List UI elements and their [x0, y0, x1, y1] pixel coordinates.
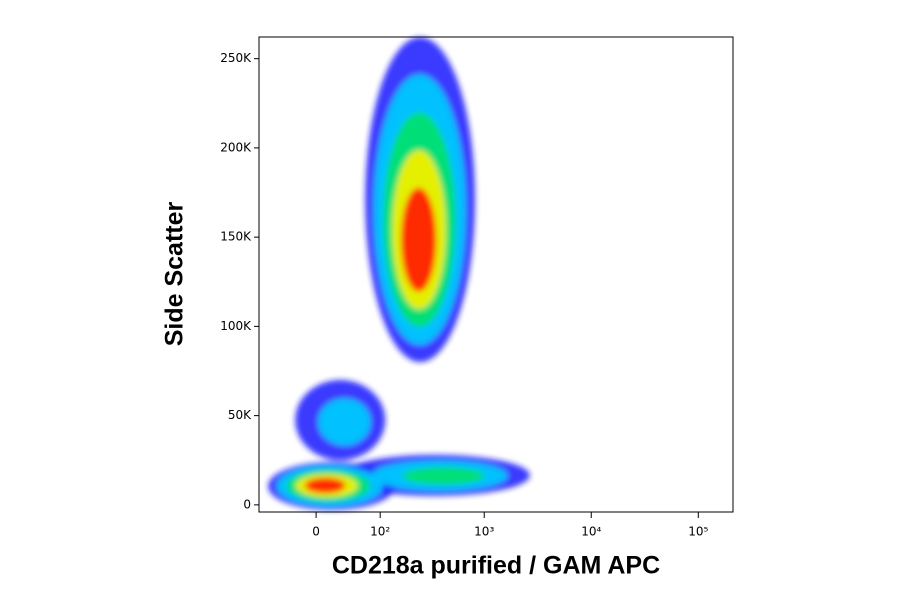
density-level [402, 467, 485, 485]
x-tick-label: 10³ [474, 525, 494, 539]
x-tick-label: 10⁵ [688, 525, 708, 539]
x-axis-title: CD218a purified / GAM APC [332, 552, 660, 580]
density-level [318, 398, 371, 446]
x-tick-label: 10² [370, 525, 390, 539]
y-tick-label: 250K [220, 51, 252, 65]
plot-frame [258, 36, 734, 513]
density-level [304, 477, 346, 494]
x-tick-label: 10⁴ [581, 525, 601, 539]
y-tick-label: 50K [228, 408, 252, 422]
y-tick-label: 0 [243, 497, 251, 511]
y-tick-label: 150K [220, 230, 252, 244]
y-tick-label: 100K [220, 319, 252, 333]
y-tick-label: 200K [220, 140, 252, 154]
y-axis-title: Side Scatter [161, 201, 189, 346]
density-plot [268, 37, 530, 511]
x-tick-label: 0 [312, 525, 320, 539]
density-level [401, 187, 437, 292]
